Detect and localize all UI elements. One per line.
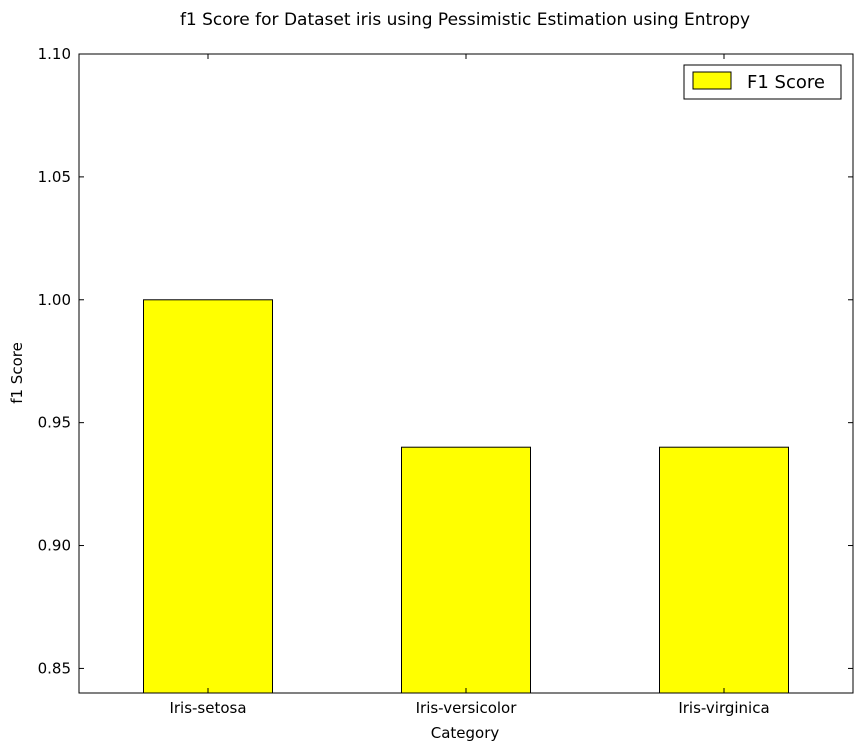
chart-title: f1 Score for Dataset iris using Pessimis… bbox=[180, 10, 750, 30]
x-tick-label: Iris-virginica bbox=[678, 699, 769, 717]
y-tick-label: 1.05 bbox=[38, 168, 71, 186]
y-tick-label: 1.00 bbox=[38, 291, 71, 309]
y-tick-label: 0.85 bbox=[38, 659, 71, 677]
x-tick-label: Iris-versicolor bbox=[416, 699, 518, 717]
y-tick-label: 0.90 bbox=[38, 537, 71, 555]
y-axis: 0.85 0.90 0.95 1.00 1.05 1.10 bbox=[38, 45, 853, 677]
x-tick-label: Iris-setosa bbox=[169, 699, 246, 717]
bar-iris-setosa bbox=[143, 299, 273, 694]
y-tick-label: 0.95 bbox=[38, 414, 71, 432]
x-axis: Iris-setosa Iris-versicolor Iris-virginica bbox=[169, 54, 770, 717]
y-axis-label: f1 Score bbox=[8, 342, 26, 404]
y-tick-label: 1.10 bbox=[38, 45, 71, 63]
legend-label-f1-score: F1 Score bbox=[747, 72, 825, 93]
bars-layer bbox=[143, 299, 789, 694]
bar-iris-virginica bbox=[659, 446, 789, 694]
legend-swatch-f1-score bbox=[692, 71, 732, 90]
x-axis-label: Category bbox=[431, 724, 500, 742]
legend: F1 Score bbox=[683, 64, 842, 100]
bar-iris-versicolor bbox=[401, 446, 531, 694]
